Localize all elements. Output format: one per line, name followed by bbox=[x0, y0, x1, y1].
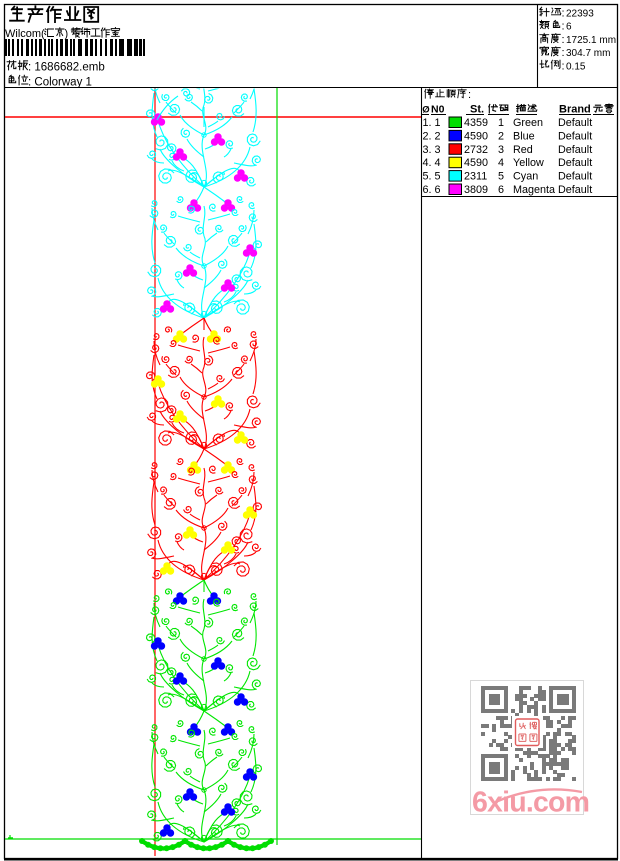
svg-text:Default: Default bbox=[558, 144, 592, 156]
svg-text:4590: 4590 bbox=[464, 130, 488, 142]
svg-text::: : bbox=[562, 8, 565, 20]
svg-text:Default: Default bbox=[558, 157, 592, 169]
svg-text:3: 3 bbox=[498, 144, 504, 156]
svg-text:4359: 4359 bbox=[464, 117, 488, 129]
svg-text:2: 2 bbox=[435, 130, 441, 142]
svg-text:Default: Default bbox=[558, 130, 592, 142]
svg-text:Cyan: Cyan bbox=[513, 171, 538, 183]
svg-text:1: 1 bbox=[435, 117, 441, 129]
svg-text:6: 6 bbox=[498, 184, 504, 196]
svg-text:5: 5 bbox=[435, 171, 441, 183]
svg-text:5: 5 bbox=[498, 171, 504, 183]
svg-text:22393: 22393 bbox=[566, 9, 594, 20]
svg-text:304.7 mm: 304.7 mm bbox=[566, 48, 610, 59]
svg-text:Brand: Brand bbox=[559, 104, 591, 116]
svg-text:N0: N0 bbox=[431, 104, 445, 116]
svg-text:0.15: 0.15 bbox=[566, 61, 586, 72]
svg-text:6: 6 bbox=[566, 22, 572, 33]
svg-text:2.: 2. bbox=[423, 130, 432, 142]
svg-text:Default: Default bbox=[558, 171, 592, 183]
svg-text:6: 6 bbox=[435, 184, 441, 196]
svg-text:6.: 6. bbox=[423, 184, 432, 196]
svg-text:St.: St. bbox=[470, 104, 484, 116]
svg-text:1725.1 mm: 1725.1 mm bbox=[566, 35, 616, 46]
svg-text:4: 4 bbox=[498, 157, 504, 169]
svg-text:4590: 4590 bbox=[464, 157, 488, 169]
svg-text:Ø: Ø bbox=[422, 105, 429, 116]
svg-text:Magenta: Magenta bbox=[513, 184, 555, 196]
svg-text:1.: 1. bbox=[423, 117, 432, 129]
svg-text:Blue: Blue bbox=[513, 130, 535, 142]
svg-text::: : bbox=[468, 89, 471, 101]
svg-text:): ) bbox=[65, 28, 69, 40]
svg-text::: : bbox=[562, 47, 565, 59]
svg-text:Green: Green bbox=[513, 117, 543, 129]
svg-text:5.: 5. bbox=[423, 171, 432, 183]
svg-text:Red: Red bbox=[513, 144, 533, 156]
svg-text:4.: 4. bbox=[423, 157, 432, 169]
svg-text:: Colorway 1: : Colorway 1 bbox=[28, 77, 92, 89]
svg-text:Wilcom(: Wilcom( bbox=[5, 28, 45, 40]
svg-text:2311: 2311 bbox=[464, 171, 487, 183]
svg-text:3809: 3809 bbox=[464, 184, 488, 196]
svg-text:6xiu.com: 6xiu.com bbox=[472, 787, 589, 819]
svg-text:Default: Default bbox=[558, 184, 592, 196]
svg-text:4: 4 bbox=[435, 157, 441, 169]
svg-text:2: 2 bbox=[498, 130, 504, 142]
svg-text::: : bbox=[562, 34, 565, 46]
svg-text::: : bbox=[562, 60, 565, 72]
svg-text:Default: Default bbox=[558, 117, 592, 129]
svg-text:1: 1 bbox=[498, 117, 504, 129]
svg-text:3: 3 bbox=[435, 144, 441, 156]
svg-text::: : bbox=[562, 21, 565, 33]
svg-text:: 1686682.emb: : 1686682.emb bbox=[28, 62, 105, 74]
svg-text:Yellow: Yellow bbox=[513, 157, 544, 169]
svg-text:3.: 3. bbox=[423, 144, 432, 156]
svg-text:2732: 2732 bbox=[464, 144, 488, 156]
